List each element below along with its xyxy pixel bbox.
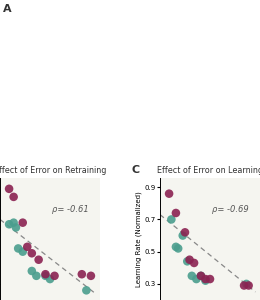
Point xyxy=(7,186,11,191)
Point xyxy=(30,268,34,273)
Title: Effect of Error on Retraining: Effect of Error on Retraining xyxy=(0,167,106,176)
Point xyxy=(199,273,203,278)
Point xyxy=(43,272,48,277)
Point xyxy=(203,278,207,283)
Point xyxy=(194,277,198,281)
Point xyxy=(187,257,192,262)
Point xyxy=(181,233,185,238)
Point xyxy=(21,249,25,254)
Point xyxy=(7,222,11,227)
Point xyxy=(53,273,57,278)
Point xyxy=(192,260,196,265)
Point xyxy=(183,230,187,235)
Point xyxy=(30,251,34,256)
Point xyxy=(169,217,173,222)
Point xyxy=(48,277,52,281)
Point xyxy=(37,257,41,262)
Text: ρ= -0.69: ρ= -0.69 xyxy=(212,205,249,214)
Point xyxy=(16,246,20,251)
Point xyxy=(242,283,246,288)
Point xyxy=(34,273,38,278)
Point xyxy=(84,288,88,293)
Point xyxy=(43,273,48,278)
Point xyxy=(11,194,16,199)
Point xyxy=(185,259,189,264)
Point xyxy=(199,273,203,278)
Point xyxy=(11,220,16,225)
Text: ρ= -0.61: ρ= -0.61 xyxy=(52,205,89,214)
Point xyxy=(174,244,178,249)
Y-axis label: Learning Rate (Normalized): Learning Rate (Normalized) xyxy=(135,191,142,287)
Point xyxy=(80,272,84,277)
Point xyxy=(14,225,18,230)
Point xyxy=(246,283,251,288)
Point xyxy=(244,281,249,286)
Point xyxy=(89,273,93,278)
Point xyxy=(190,273,194,278)
Title: Effect of Error on Learning: Effect of Error on Learning xyxy=(157,167,260,176)
Point xyxy=(203,277,207,281)
Point xyxy=(21,220,25,225)
Text: A: A xyxy=(3,4,11,14)
Text: C: C xyxy=(132,165,140,175)
Point xyxy=(176,246,180,251)
Point xyxy=(174,211,178,215)
Point xyxy=(25,244,29,249)
Point xyxy=(167,191,171,196)
Point xyxy=(208,277,212,281)
